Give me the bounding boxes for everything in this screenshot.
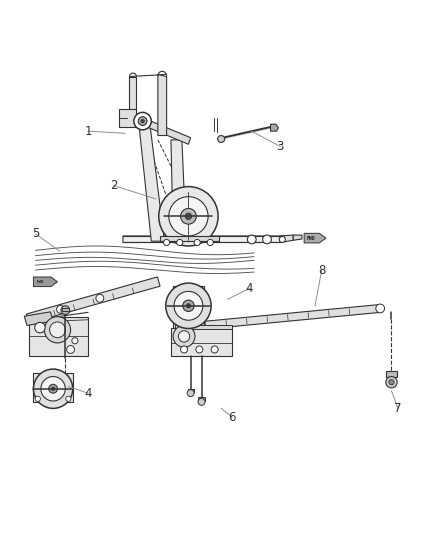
Circle shape <box>35 396 40 401</box>
Circle shape <box>247 235 256 244</box>
Text: 8: 8 <box>318 264 325 277</box>
Polygon shape <box>173 286 204 328</box>
Circle shape <box>51 387 55 391</box>
Text: 1: 1 <box>84 125 92 138</box>
Circle shape <box>207 239 213 246</box>
Circle shape <box>389 379 394 385</box>
Circle shape <box>49 384 57 393</box>
Circle shape <box>166 283 211 328</box>
Polygon shape <box>33 374 73 402</box>
Circle shape <box>66 396 71 401</box>
Circle shape <box>134 112 151 130</box>
Polygon shape <box>26 277 160 323</box>
Polygon shape <box>304 233 326 243</box>
Text: 5: 5 <box>32 227 39 240</box>
Polygon shape <box>293 235 302 240</box>
Polygon shape <box>175 326 232 329</box>
Circle shape <box>376 304 385 313</box>
Circle shape <box>169 197 208 236</box>
Circle shape <box>218 135 225 142</box>
Circle shape <box>279 236 286 243</box>
Text: 4: 4 <box>246 282 253 295</box>
Circle shape <box>186 304 191 308</box>
Polygon shape <box>198 398 205 400</box>
Circle shape <box>185 213 191 220</box>
Circle shape <box>44 317 71 343</box>
Polygon shape <box>123 236 285 243</box>
Circle shape <box>194 239 200 246</box>
Text: 2: 2 <box>110 179 118 192</box>
Circle shape <box>180 346 187 353</box>
Circle shape <box>187 390 194 397</box>
Polygon shape <box>160 236 219 241</box>
Circle shape <box>183 300 194 311</box>
Circle shape <box>138 117 147 125</box>
Circle shape <box>386 376 397 388</box>
Polygon shape <box>171 140 186 241</box>
Circle shape <box>141 119 145 123</box>
Polygon shape <box>271 124 279 131</box>
Circle shape <box>35 322 45 333</box>
Circle shape <box>67 345 74 353</box>
Polygon shape <box>175 304 381 332</box>
Circle shape <box>263 235 272 244</box>
Polygon shape <box>171 328 232 356</box>
Circle shape <box>163 239 170 246</box>
Text: FWD: FWD <box>306 236 315 240</box>
Text: 7: 7 <box>394 402 402 415</box>
Circle shape <box>61 306 70 314</box>
Circle shape <box>96 294 104 302</box>
Circle shape <box>178 330 190 342</box>
Polygon shape <box>138 118 164 241</box>
Polygon shape <box>280 235 293 243</box>
Circle shape <box>177 239 183 246</box>
Polygon shape <box>158 75 166 135</box>
Polygon shape <box>29 317 88 356</box>
Circle shape <box>49 322 65 338</box>
Circle shape <box>159 187 218 246</box>
Text: 3: 3 <box>276 140 284 153</box>
Circle shape <box>57 305 64 313</box>
Circle shape <box>180 208 196 224</box>
Polygon shape <box>62 308 69 311</box>
Circle shape <box>72 338 78 344</box>
Polygon shape <box>119 109 136 127</box>
Polygon shape <box>33 277 57 287</box>
Circle shape <box>196 346 203 353</box>
Polygon shape <box>136 116 191 144</box>
Polygon shape <box>130 77 136 118</box>
Polygon shape <box>187 389 194 392</box>
Polygon shape <box>386 372 397 376</box>
Text: 4: 4 <box>84 386 92 400</box>
Text: 6: 6 <box>228 410 236 424</box>
Circle shape <box>174 292 203 320</box>
Circle shape <box>33 369 73 408</box>
Circle shape <box>173 326 195 348</box>
Circle shape <box>198 398 205 405</box>
Text: FWD: FWD <box>36 280 44 284</box>
Circle shape <box>41 376 65 401</box>
Polygon shape <box>24 312 53 326</box>
Circle shape <box>211 346 218 353</box>
